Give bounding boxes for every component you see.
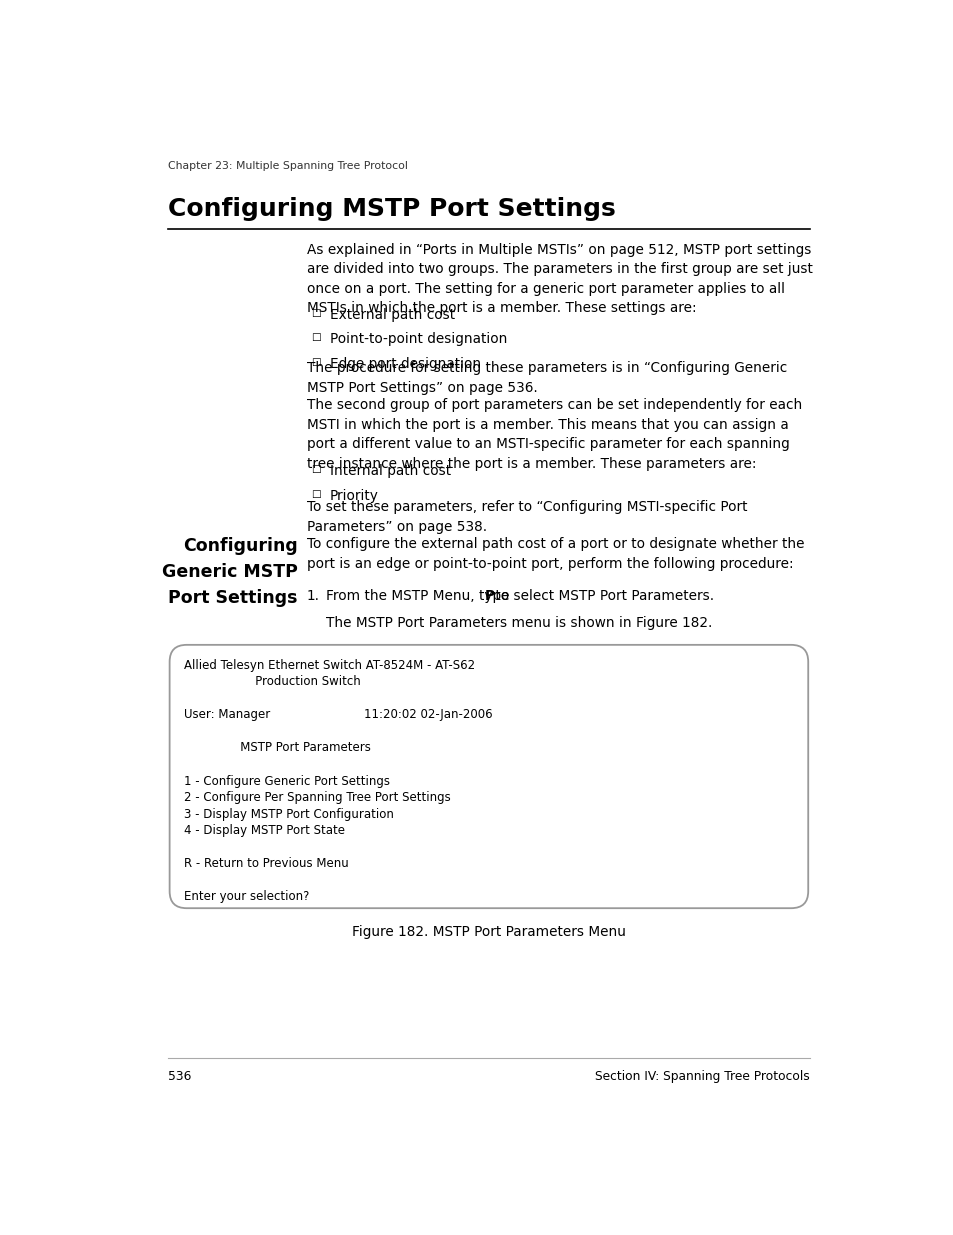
Text: 2 - Configure Per Spanning Tree Port Settings: 2 - Configure Per Spanning Tree Port Set…: [183, 792, 450, 804]
Text: □: □: [311, 357, 320, 367]
Text: Production Switch: Production Switch: [183, 676, 360, 688]
Text: 1 - Configure Generic Port Settings: 1 - Configure Generic Port Settings: [183, 774, 389, 788]
Text: 1.: 1.: [307, 589, 319, 604]
Text: To set these parameters, refer to “Configuring MSTI-specific Port
Parameters” on: To set these parameters, refer to “Confi…: [307, 500, 746, 534]
Text: Allied Telesyn Ethernet Switch AT-8524M - AT-S62: Allied Telesyn Ethernet Switch AT-8524M …: [183, 658, 475, 672]
Text: Priority: Priority: [330, 489, 378, 503]
Text: Figure 182. MSTP Port Parameters Menu: Figure 182. MSTP Port Parameters Menu: [352, 925, 625, 939]
Text: □: □: [311, 464, 320, 474]
Text: P: P: [484, 589, 494, 604]
Text: □: □: [311, 332, 320, 342]
Text: Internal path cost: Internal path cost: [330, 464, 451, 478]
Text: Section IV: Spanning Tree Protocols: Section IV: Spanning Tree Protocols: [595, 1070, 809, 1083]
Text: From the MSTP Menu, type: From the MSTP Menu, type: [326, 589, 514, 604]
Text: to select MSTP Port Parameters.: to select MSTP Port Parameters.: [490, 589, 713, 604]
Text: Port Settings: Port Settings: [168, 589, 297, 606]
Text: □: □: [311, 489, 320, 499]
Text: Point-to-point designation: Point-to-point designation: [330, 332, 507, 346]
Text: The procedure for setting these parameters is in “Configuring Generic
MSTP Port : The procedure for setting these paramete…: [307, 362, 786, 395]
Text: The MSTP Port Parameters menu is shown in Figure 182.: The MSTP Port Parameters menu is shown i…: [326, 615, 712, 630]
Text: Chapter 23: Multiple Spanning Tree Protocol: Chapter 23: Multiple Spanning Tree Proto…: [168, 162, 408, 172]
Text: 536: 536: [168, 1070, 192, 1083]
Text: Generic MSTP: Generic MSTP: [161, 563, 297, 580]
Text: Configuring MSTP Port Settings: Configuring MSTP Port Settings: [168, 196, 616, 221]
Text: External path cost: External path cost: [330, 308, 455, 321]
Text: User: Manager                         11:20:02 02-Jan-2006: User: Manager 11:20:02 02-Jan-2006: [183, 709, 492, 721]
Text: MSTP Port Parameters: MSTP Port Parameters: [183, 741, 370, 755]
Text: The second group of port parameters can be set independently for each
MSTI in wh: The second group of port parameters can …: [307, 399, 801, 471]
Text: Enter your selection?: Enter your selection?: [183, 890, 309, 904]
Text: Configuring: Configuring: [183, 537, 297, 555]
Text: To configure the external path cost of a port or to designate whether the
port i: To configure the external path cost of a…: [307, 537, 803, 571]
Text: Edge port designation: Edge port designation: [330, 357, 480, 370]
FancyBboxPatch shape: [170, 645, 807, 908]
Text: 3 - Display MSTP Port Configuration: 3 - Display MSTP Port Configuration: [183, 808, 393, 821]
Text: □: □: [311, 308, 320, 317]
Text: As explained in “Ports in Multiple MSTIs” on page 512, MSTP port settings
are di: As explained in “Ports in Multiple MSTIs…: [307, 243, 812, 315]
Text: 4 - Display MSTP Port State: 4 - Display MSTP Port State: [183, 824, 344, 837]
Text: R - Return to Previous Menu: R - Return to Previous Menu: [183, 857, 348, 871]
